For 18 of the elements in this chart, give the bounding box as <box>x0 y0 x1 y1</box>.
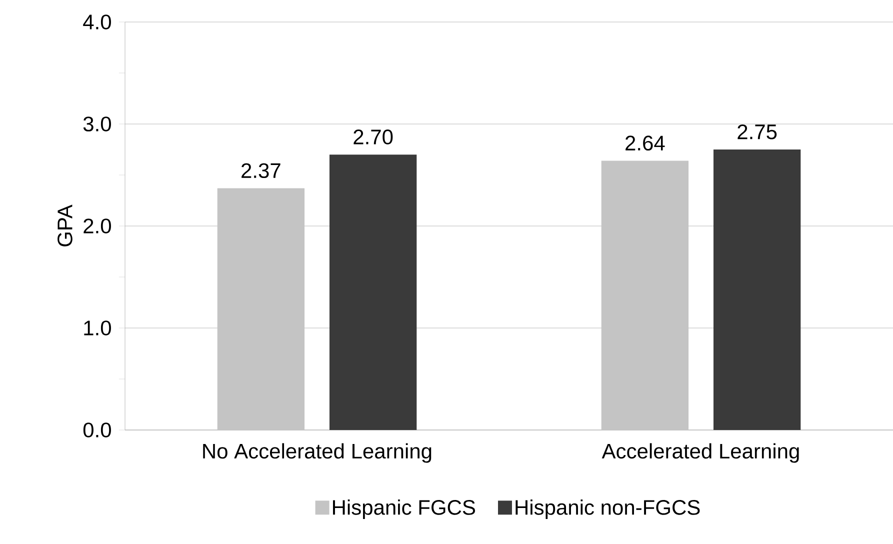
y-tick-label: 1.0 <box>84 320 111 336</box>
y-tick-label: 4.0 <box>83 14 111 30</box>
data-label: 2.37 <box>242 163 280 178</box>
y-axis-title: GPA <box>58 204 72 246</box>
bar <box>217 188 305 430</box>
bar <box>601 160 689 430</box>
data-label: 2.70 <box>354 130 393 144</box>
y-tick-label: 2.0 <box>84 218 111 234</box>
legend-label: Hispanic non-FGCS <box>516 499 700 520</box>
y-tick-label: 0.0 <box>83 422 111 438</box>
y-tick-label: 3.0 <box>83 116 111 132</box>
bar <box>713 150 801 430</box>
x-tick-label: No Accelerated Learning <box>203 443 432 463</box>
x-tick-label: Accelerated Learning <box>602 443 799 463</box>
data-label: 2.75 <box>738 124 777 140</box>
data-label: 2.64 <box>626 136 665 151</box>
legend-label: Hispanic FGCS <box>333 499 475 520</box>
bar <box>329 154 417 430</box>
